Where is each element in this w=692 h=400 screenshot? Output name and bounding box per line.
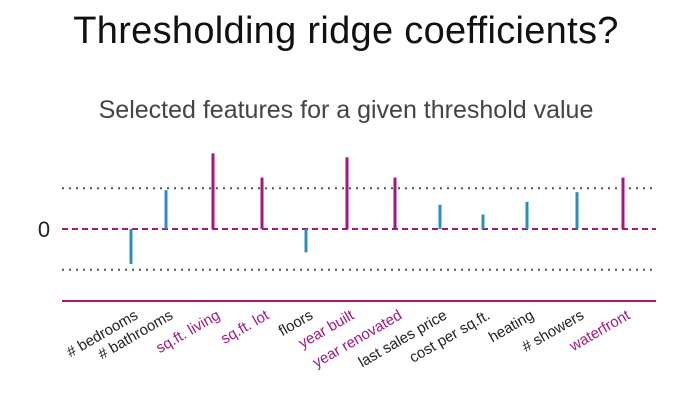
- slide-title: Thresholding ridge coefficients?: [73, 10, 619, 52]
- zero-label: 0: [38, 217, 50, 242]
- feature-label: sq.ft. lot: [218, 306, 273, 347]
- slide-subtitle: Selected features for a given threshold …: [98, 96, 594, 124]
